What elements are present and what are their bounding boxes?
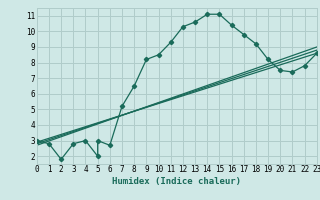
X-axis label: Humidex (Indice chaleur): Humidex (Indice chaleur) [112, 177, 241, 186]
